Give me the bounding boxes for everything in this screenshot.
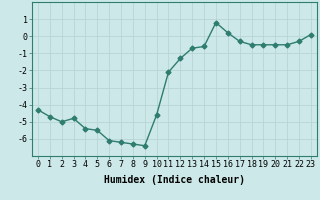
X-axis label: Humidex (Indice chaleur): Humidex (Indice chaleur): [104, 175, 245, 185]
